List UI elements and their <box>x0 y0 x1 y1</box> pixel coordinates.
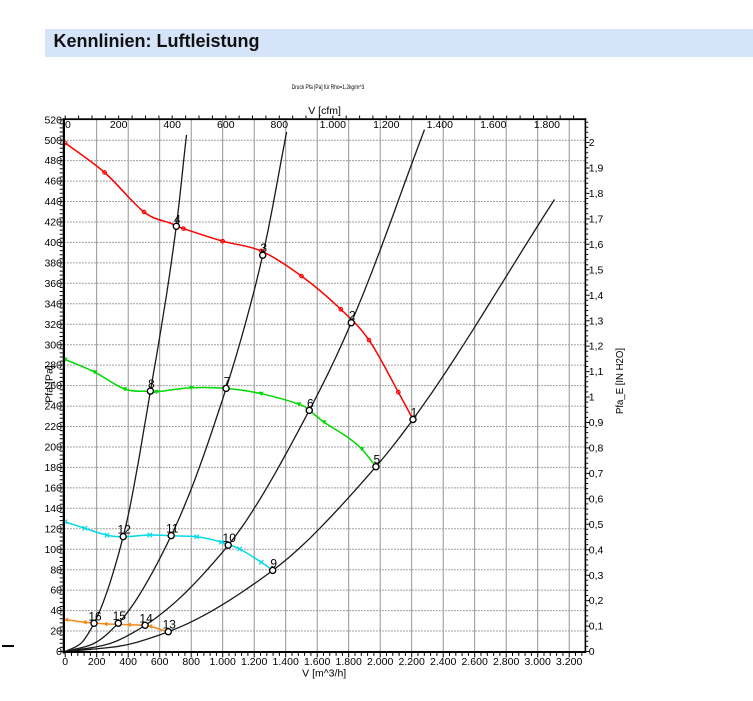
svg-text:220: 220 <box>44 421 62 433</box>
svg-text:6: 6 <box>307 396 314 410</box>
svg-text:10: 10 <box>223 531 237 545</box>
svg-text:1.000: 1.000 <box>210 656 236 668</box>
svg-text:500: 500 <box>44 135 62 147</box>
svg-text:2.600: 2.600 <box>462 656 488 668</box>
svg-text:V [cfm]: V [cfm] <box>308 105 341 117</box>
svg-text:2.400: 2.400 <box>430 656 456 668</box>
svg-text:3.200: 3.200 <box>556 656 582 668</box>
svg-text:1.400: 1.400 <box>273 656 299 668</box>
svg-text:180: 180 <box>44 462 62 474</box>
svg-text:Druck Pfa [Pa] für Rho=1,2kg/m: Druck Pfa [Pa] für Rho=1,2kg/m^3 <box>292 85 365 91</box>
svg-text:400: 400 <box>119 656 137 668</box>
svg-text:420: 420 <box>44 217 62 229</box>
svg-text:380: 380 <box>44 258 62 270</box>
svg-text:0,3: 0,3 <box>589 570 604 582</box>
svg-text:400: 400 <box>44 237 62 249</box>
svg-text:200: 200 <box>44 442 62 454</box>
svg-text:0,9: 0,9 <box>589 417 604 429</box>
svg-text:1,6: 1,6 <box>589 239 604 251</box>
svg-text:14: 14 <box>139 611 153 625</box>
svg-text:2: 2 <box>349 309 356 323</box>
svg-text:1,3: 1,3 <box>589 315 604 327</box>
svg-text:0,4: 0,4 <box>589 544 604 556</box>
svg-text:1.400: 1.400 <box>427 119 453 131</box>
svg-text:Pfa_E [IN H2O]: Pfa_E [IN H2O] <box>614 348 626 414</box>
svg-text:V [m^3/h]: V [m^3/h] <box>302 668 346 680</box>
svg-text:8: 8 <box>148 377 155 391</box>
svg-text:2.800: 2.800 <box>493 656 519 668</box>
svg-text:1: 1 <box>589 392 595 404</box>
svg-text:1,5: 1,5 <box>589 264 604 276</box>
svg-text:2.000: 2.000 <box>367 656 393 668</box>
svg-text:320: 320 <box>44 319 62 331</box>
svg-text:0,1: 0,1 <box>589 621 604 633</box>
svg-text:1.800: 1.800 <box>336 656 362 668</box>
svg-text:3: 3 <box>260 241 267 255</box>
svg-text:1: 1 <box>411 406 418 420</box>
svg-text:300: 300 <box>44 339 62 351</box>
svg-text:Pfa [Pa]: Pfa [Pa] <box>43 365 55 403</box>
svg-text:440: 440 <box>44 196 62 208</box>
svg-text:340: 340 <box>44 298 62 310</box>
svg-text:2: 2 <box>589 137 595 149</box>
svg-text:4: 4 <box>174 212 181 226</box>
svg-text:0: 0 <box>65 119 71 131</box>
svg-text:1,7: 1,7 <box>589 214 604 226</box>
svg-text:9: 9 <box>270 556 277 570</box>
svg-text:800: 800 <box>271 119 289 131</box>
svg-text:1,9: 1,9 <box>589 163 604 175</box>
svg-text:7: 7 <box>224 374 231 388</box>
svg-text:60: 60 <box>50 585 62 597</box>
svg-text:280: 280 <box>44 360 62 372</box>
svg-text:0,7: 0,7 <box>589 468 604 480</box>
svg-text:400: 400 <box>163 119 181 131</box>
svg-text:0,8: 0,8 <box>589 443 604 455</box>
svg-text:16: 16 <box>88 609 102 623</box>
svg-text:11: 11 <box>166 522 179 536</box>
svg-text:160: 160 <box>44 483 62 495</box>
svg-text:1,1: 1,1 <box>589 366 604 378</box>
svg-text:1.800: 1.800 <box>534 119 560 131</box>
svg-text:5: 5 <box>374 453 381 467</box>
svg-text:80: 80 <box>50 564 62 576</box>
svg-text:480: 480 <box>44 155 62 167</box>
svg-text:12: 12 <box>118 523 132 537</box>
svg-text:140: 140 <box>44 503 62 515</box>
svg-text:1,4: 1,4 <box>589 290 604 302</box>
svg-text:0,2: 0,2 <box>589 595 604 607</box>
svg-text:600: 600 <box>151 656 169 668</box>
svg-text:0: 0 <box>56 646 62 658</box>
svg-text:1,8: 1,8 <box>589 188 604 200</box>
svg-text:0: 0 <box>62 656 68 668</box>
svg-text:2.200: 2.200 <box>399 656 425 668</box>
svg-text:20: 20 <box>50 626 62 638</box>
svg-text:360: 360 <box>44 278 62 290</box>
svg-text:0,5: 0,5 <box>589 519 604 531</box>
svg-text:120: 120 <box>44 523 62 535</box>
svg-text:1.600: 1.600 <box>304 656 330 668</box>
svg-text:200: 200 <box>110 119 128 131</box>
svg-text:13: 13 <box>163 618 177 632</box>
svg-text:1,2: 1,2 <box>589 341 604 353</box>
svg-text:0,6: 0,6 <box>589 493 604 505</box>
svg-text:1.000: 1.000 <box>320 119 346 131</box>
svg-text:3.000: 3.000 <box>525 656 551 668</box>
svg-text:100: 100 <box>44 544 62 556</box>
svg-text:460: 460 <box>44 176 62 188</box>
svg-text:520: 520 <box>44 114 62 126</box>
svg-text:40: 40 <box>50 605 62 617</box>
svg-text:1.200: 1.200 <box>373 119 399 131</box>
svg-text:15: 15 <box>113 609 127 623</box>
svg-text:600: 600 <box>217 119 235 131</box>
svg-text:1.200: 1.200 <box>241 656 267 668</box>
svg-text:0: 0 <box>589 646 595 658</box>
svg-text:260: 260 <box>44 380 62 392</box>
svg-text:240: 240 <box>44 401 62 413</box>
svg-text:1.600: 1.600 <box>480 119 506 131</box>
svg-text:800: 800 <box>182 656 200 668</box>
svg-text:200: 200 <box>88 656 106 668</box>
